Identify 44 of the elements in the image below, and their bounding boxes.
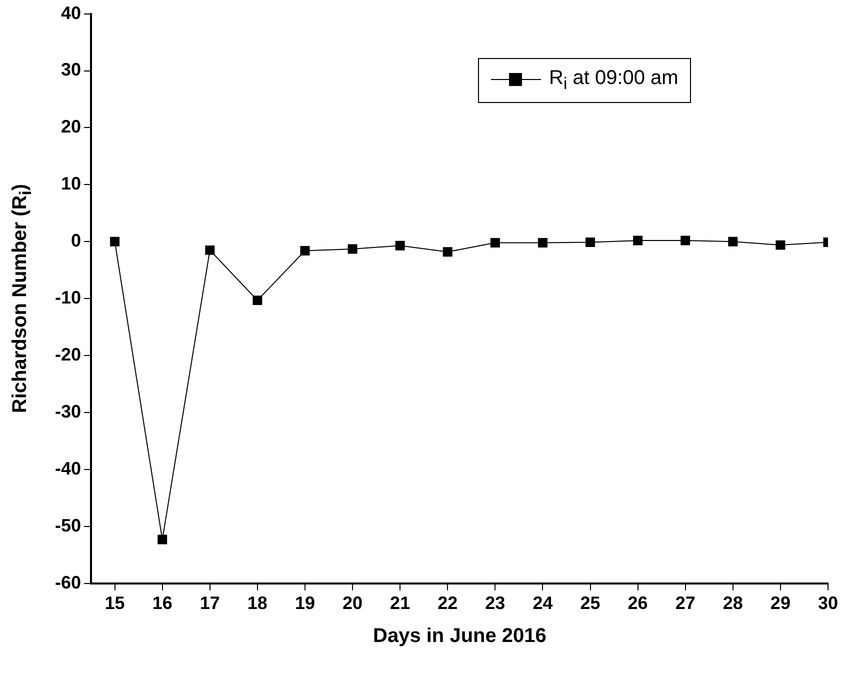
x-tick-label: 19 [294,593,315,614]
x-tick-label: 25 [580,593,600,614]
y-tick-label: -10 [55,288,82,308]
y-tick-label: -40 [55,458,82,478]
x-tick-label: 16 [152,593,172,614]
point [586,237,596,247]
point [728,236,738,246]
legend-label: R$_{i}$ at 09:00 am [549,66,678,94]
x-tick-label: 26 [628,593,648,614]
y-tick-label: -20 [55,344,82,365]
point [680,236,690,246]
x-tick-label: 21 [390,593,410,614]
point [158,534,168,544]
point [442,247,452,257]
point [348,244,358,254]
point [300,246,310,256]
point [395,240,405,250]
x-tick-label: 17 [200,593,220,614]
point [205,245,215,255]
y-tick-label: 0 [71,230,82,251]
point [538,238,548,248]
point [252,296,262,306]
x-tick-label: 15 [104,593,125,614]
x-tick-label: 22 [438,593,458,614]
x-tick-label: 30 [818,593,838,614]
y-tick-label: -60 [55,572,82,592]
y-tick-label: -50 [55,515,82,536]
x-tick-label: 27 [675,593,696,614]
x-tick-label: 28 [722,593,743,614]
x-tick-label: 24 [532,593,553,614]
x-tick-label: 20 [342,593,363,614]
x-axis-title: Days in June 2016 [373,625,546,648]
y-tick-label: -30 [55,401,82,422]
y-tick-label: 20 [60,116,82,137]
x-tick-label: 29 [770,593,790,614]
x-tick-label: 23 [485,593,506,614]
y-tick-label: 40 [60,2,82,23]
y-tick-label: 30 [60,60,82,80]
point [110,236,120,246]
x-tick-label: 18 [247,593,268,614]
point [490,238,500,248]
point [776,240,786,250]
point [633,236,643,246]
y-tick-label: 10 [60,174,82,194]
